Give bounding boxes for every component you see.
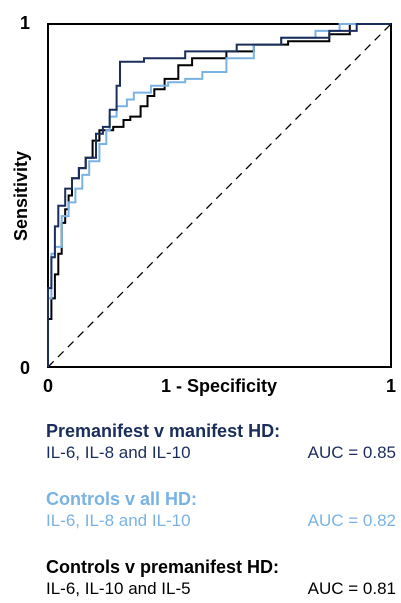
legend-entry-controls-vs-premanifest: Controls v premanifest HD: IL-6, IL-10 a…	[46, 556, 396, 600]
diagonal-reference-line	[47, 23, 392, 368]
legend-detail-row: IL-6, IL-10 and IL-5 AUC = 0.81	[46, 578, 396, 600]
y-axis-label: Sensitivity	[11, 151, 31, 241]
legend-markers: IL-6, IL-8 and IL-10	[46, 443, 191, 462]
legend-entry-premanifest-vs-manifest: Premanifest v manifest HD: IL-6, IL-8 an…	[46, 420, 396, 464]
legend-title: Controls v premanifest HD:	[46, 557, 280, 577]
x-tick-label-right: 1	[386, 376, 396, 396]
legend-title: Premanifest v manifest HD:	[46, 421, 281, 441]
y-tick-label-top: 1	[20, 13, 30, 33]
legend-entry-controls-vs-all: Controls v all HD: IL-6, IL-8 and IL-10 …	[46, 488, 396, 532]
legend-markers: IL-6, IL-8 and IL-10	[46, 511, 191, 530]
legend-auc: AUC = 0.85	[307, 443, 396, 462]
legend-title: Controls v all HD:	[46, 489, 198, 509]
legend-markers: IL-6, IL-10 and IL-5	[46, 579, 191, 598]
legend-auc: AUC = 0.81	[307, 579, 396, 598]
legend-auc: AUC = 0.82	[307, 511, 396, 530]
x-axis-label: 1 - Specificity	[161, 376, 277, 396]
x-tick-label-left: 0	[43, 376, 53, 396]
plot-area-frame	[47, 23, 392, 368]
roc-chart: 1 0 0 1 1 - Specificity Sensitivity	[11, 13, 396, 396]
series-layer	[47, 23, 391, 367]
legend-detail-row: IL-6, IL-8 and IL-10 AUC = 0.85	[46, 442, 396, 464]
legend-detail-row: IL-6, IL-8 and IL-10 AUC = 0.82	[46, 510, 396, 532]
y-tick-label-bottom: 0	[20, 358, 30, 378]
roc-curve-premanifest-v-manifest-hd	[47, 23, 391, 367]
